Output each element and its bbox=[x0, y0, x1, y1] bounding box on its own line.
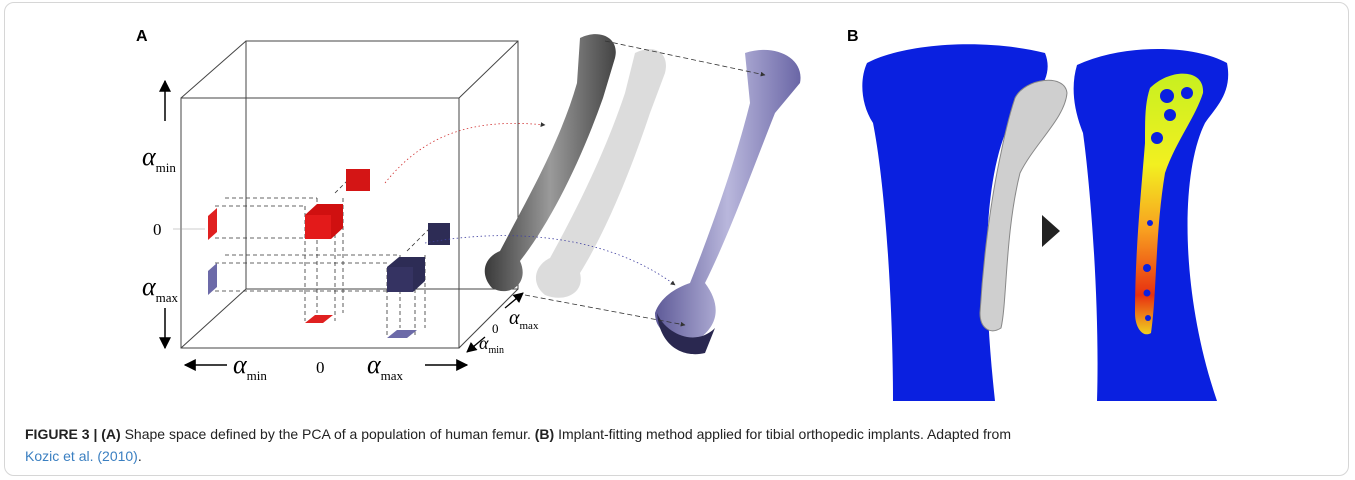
subscript: max bbox=[520, 320, 539, 332]
panel-label: B bbox=[847, 28, 859, 45]
axis-label: αmin bbox=[479, 333, 504, 356]
axis-label: 0 bbox=[153, 220, 162, 239]
caption-end: . bbox=[138, 448, 142, 464]
subscript: min bbox=[156, 160, 177, 175]
axis-label: 0 bbox=[316, 358, 325, 377]
caption: FIGURE 3 | (A) Shape space defined by th… bbox=[25, 423, 1325, 467]
guide-lines bbox=[215, 173, 430, 338]
reference-link[interactable]: Kozic et al. (2010) bbox=[25, 448, 138, 464]
red-markers bbox=[208, 169, 370, 323]
transition-arrow bbox=[1042, 215, 1060, 247]
axis-label: αmax bbox=[509, 307, 539, 332]
caption-tag: (B) bbox=[535, 426, 554, 442]
subscript: max bbox=[156, 290, 179, 305]
depth-axis: αmax 0 αmin bbox=[467, 293, 539, 356]
caption-text: Shape space defined by the PCA of a popu… bbox=[125, 426, 531, 442]
horizontal-axis: αmin 0 αmax bbox=[185, 350, 467, 383]
axis-label: αmax bbox=[142, 272, 179, 305]
caption-text: Implant-fitting method applied for tibia… bbox=[558, 426, 1011, 442]
subscript: min bbox=[488, 345, 504, 356]
axis-label: αmin bbox=[142, 142, 176, 175]
panel-label: A bbox=[136, 28, 148, 45]
caption-tag: (A) bbox=[101, 426, 120, 442]
axis-label: αmax bbox=[367, 350, 404, 383]
cube bbox=[181, 41, 518, 348]
figure-number: FIGURE 3 | bbox=[25, 426, 97, 442]
tibia-right bbox=[1074, 49, 1229, 401]
axis-label: 0 bbox=[492, 321, 499, 336]
blue-markers bbox=[208, 223, 450, 338]
femur-blue bbox=[655, 50, 801, 354]
figure-art: A B αmin 0 αmax αmin bbox=[5, 3, 1349, 413]
femur-gray bbox=[485, 34, 616, 291]
figure: A B αmin 0 αmax αmin bbox=[4, 2, 1349, 476]
vertical-axis: αmin 0 αmax bbox=[142, 81, 205, 348]
subscript: max bbox=[381, 368, 404, 383]
subscript: min bbox=[247, 368, 268, 383]
axis-label: αmin bbox=[233, 350, 267, 383]
symbol: α bbox=[509, 307, 520, 329]
